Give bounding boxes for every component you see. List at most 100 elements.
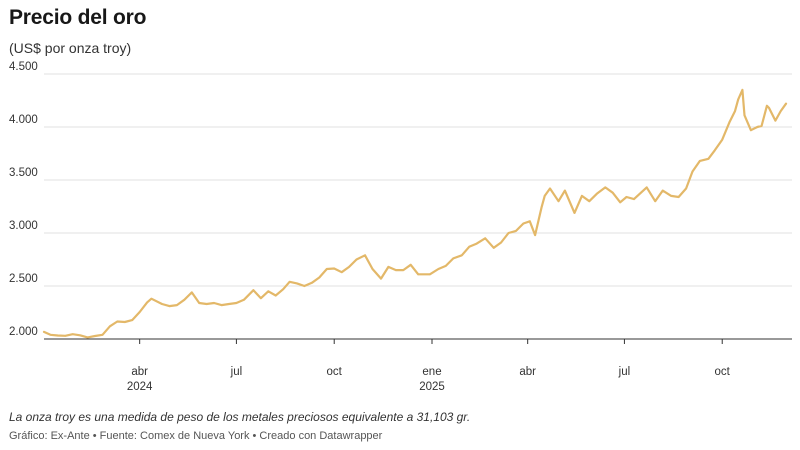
data-point [743, 114, 746, 117]
data-point [94, 335, 96, 337]
data-point [296, 282, 298, 285]
data-point [484, 237, 486, 240]
data-point [387, 266, 390, 268]
data-point [267, 290, 270, 293]
chart-note: La onza troy es una medida de peso de lo… [9, 410, 471, 424]
data-point [71, 333, 74, 336]
data-point [766, 105, 768, 107]
x-tick-label: oct [327, 366, 343, 378]
data-point [670, 195, 672, 197]
data-point [645, 186, 648, 189]
data-point [741, 89, 744, 91]
x-tick-year-label: 2024 [127, 381, 153, 393]
data-point [734, 110, 736, 112]
data-point [625, 196, 628, 198]
data-point [183, 298, 186, 301]
data-point [348, 266, 350, 268]
data-point [318, 276, 321, 279]
data-point [333, 267, 336, 270]
data-point [588, 200, 591, 202]
x-tick-label: abr [519, 366, 536, 378]
data-point [564, 189, 566, 192]
gold-price-line-chart: 2.000 2.500 3.000 3.500 4.000 4.500 abr 2024 ju… [9, 61, 792, 393]
data-point [146, 301, 148, 304]
data-point [540, 206, 543, 209]
price-line [42, 88, 788, 339]
data-point [213, 302, 215, 304]
data-point [303, 285, 306, 287]
data-point [168, 305, 171, 307]
data-point [43, 331, 45, 333]
data-point [176, 304, 178, 306]
data-point [515, 230, 517, 232]
data-point [340, 271, 343, 274]
data-point [785, 102, 787, 105]
data-point [452, 257, 455, 260]
data-point [123, 321, 126, 323]
data-point [713, 149, 716, 152]
data-point [543, 195, 546, 197]
data-point [243, 298, 245, 301]
data-point [150, 297, 153, 300]
data-point [534, 234, 536, 236]
data-point [49, 333, 52, 336]
data-point [760, 125, 763, 127]
data-point [633, 198, 635, 200]
data-point [507, 232, 510, 234]
chart-credits: Gráfico: Ex-Ante • Fuente: Comex de Nuev… [9, 430, 383, 442]
y-tick-label: 3.500 [9, 167, 38, 179]
data-point [380, 277, 382, 280]
data-point [235, 302, 238, 304]
data-point [437, 268, 440, 270]
data-point [522, 222, 525, 225]
data-point [685, 187, 687, 190]
data-point [274, 294, 277, 297]
data-point [228, 303, 230, 305]
series-layer [42, 88, 788, 339]
data-point [402, 269, 405, 271]
data-point [549, 187, 551, 190]
chart-title: Precio del oro [9, 6, 147, 29]
x-tick-label: jul [230, 366, 243, 378]
data-point [475, 242, 478, 245]
data-point [371, 268, 374, 270]
data-point [691, 170, 694, 173]
data-point [220, 304, 223, 306]
x-tick-label: jul [618, 366, 631, 378]
data-point [64, 335, 67, 337]
data-point [190, 291, 193, 294]
data-point [774, 119, 777, 122]
data-point [500, 241, 502, 244]
data-point [161, 303, 163, 305]
x-tick-year-label: 2025 [419, 381, 445, 393]
data-point [529, 220, 531, 223]
data-point [619, 201, 621, 204]
data-point [654, 200, 657, 202]
data-point [779, 110, 782, 112]
data-point [699, 160, 701, 162]
data-point [721, 138, 724, 141]
data-point [86, 336, 89, 339]
data-point [604, 186, 607, 189]
y-tick-label: 4.000 [9, 114, 38, 126]
y-tick-label: 4.500 [9, 61, 38, 73]
data-point [661, 189, 664, 192]
data-point [409, 264, 412, 266]
data-point [252, 289, 255, 292]
data-point [756, 126, 759, 128]
data-point [728, 120, 731, 123]
data-point [282, 288, 284, 290]
x-tick-label: abr [131, 366, 148, 378]
data-point [611, 191, 614, 194]
data-point [768, 107, 770, 109]
data-point [131, 319, 134, 321]
data-point [101, 333, 104, 336]
y-tick-label: 3.000 [9, 220, 38, 232]
data-point [417, 273, 419, 276]
data-point [116, 320, 119, 323]
y-axis-labels: 2.000 2.500 3.000 3.500 4.000 4.500 [9, 61, 38, 338]
data-point [325, 268, 328, 270]
data-point [429, 273, 431, 276]
data-point [492, 247, 495, 249]
data-point [57, 334, 59, 337]
